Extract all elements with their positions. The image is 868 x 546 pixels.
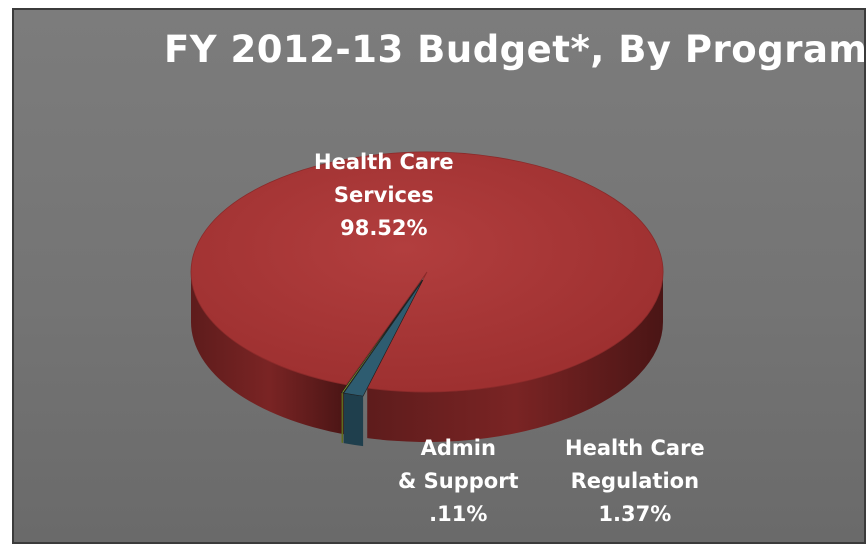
slice-label-line: Admin xyxy=(420,436,496,460)
slice-label-health-care-services: Health Care Services 98.52% xyxy=(314,146,454,245)
slice-label-line: & Support xyxy=(398,469,519,493)
slice-health-care-regulation-side xyxy=(343,393,364,447)
slice-label-line: Health Care xyxy=(314,150,454,174)
slice-label-line: Health Care xyxy=(565,436,705,460)
chart-frame: FY 2012-13 Budget*, By Program Health Ca… xyxy=(12,8,866,544)
slice-health-care-services-side xyxy=(367,272,663,443)
slice-admin-support xyxy=(341,279,423,394)
slice-health-care-services xyxy=(190,151,664,393)
slice-health-care-services-side xyxy=(191,272,347,435)
slice-value-label: 98.52% xyxy=(340,216,428,240)
slice-health-care-regulation xyxy=(343,279,424,397)
slice-label-health-care-regulation: Health Care Regulation 1.37% xyxy=(565,432,705,531)
slice-label-line: Services xyxy=(333,183,434,207)
chart-title: FY 2012-13 Budget*, By Program xyxy=(164,28,866,71)
pie-chart xyxy=(190,151,664,447)
slice-label-admin-support: Admin & Support .11% xyxy=(398,432,519,531)
slice-label-line: Regulation xyxy=(570,469,700,493)
slice-value-label: .11% xyxy=(429,502,488,526)
slice-admin-support-side xyxy=(341,392,344,443)
slice-value-label: 1.37% xyxy=(598,502,672,526)
